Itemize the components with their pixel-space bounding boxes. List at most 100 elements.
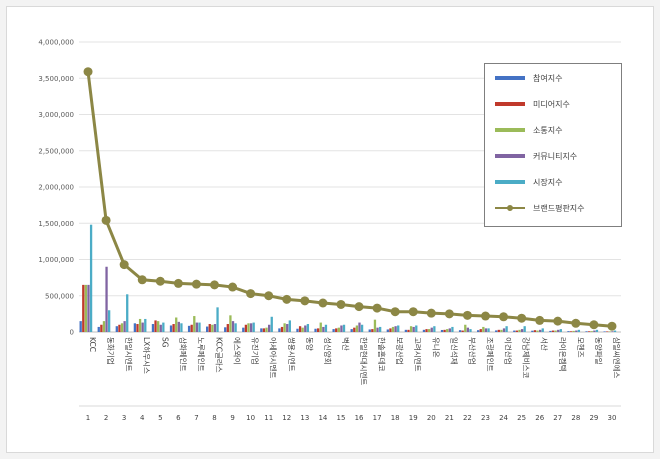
- bar: [229, 315, 232, 332]
- y-tick-label: 1,500,000: [38, 220, 74, 228]
- bar: [520, 329, 524, 332]
- bar: [340, 325, 343, 332]
- bar: [123, 321, 126, 332]
- bar: [448, 328, 451, 332]
- bar: [590, 331, 593, 332]
- category-label: 보광산업: [395, 337, 405, 365]
- bar: [613, 330, 617, 332]
- bar: [342, 324, 346, 332]
- y-tick-label: 2,500,000: [38, 147, 74, 155]
- rank-label: 14: [318, 414, 327, 422]
- bar: [608, 331, 611, 332]
- rank-label: 11: [264, 414, 273, 422]
- bar: [513, 330, 516, 332]
- category-label: 한솔홈데코: [377, 337, 387, 372]
- legend-swatch: [495, 128, 525, 132]
- bar: [120, 323, 124, 332]
- bar: [335, 328, 338, 332]
- bar: [430, 327, 433, 332]
- bar: [136, 324, 139, 332]
- bar: [89, 224, 93, 332]
- category-label: 삼화페인트: [178, 337, 188, 372]
- bar: [298, 326, 302, 332]
- category-label: 에스와이: [233, 337, 243, 365]
- bar: [226, 324, 229, 332]
- bar: [373, 319, 377, 332]
- rank-label: 17: [373, 414, 382, 422]
- line-point: [137, 275, 147, 285]
- bar: [162, 322, 165, 332]
- bar: [379, 326, 382, 332]
- rank-label: 18: [391, 414, 400, 422]
- category-label: 벽산: [341, 337, 351, 351]
- bar: [533, 330, 537, 332]
- bar: [317, 328, 320, 332]
- bar: [84, 284, 88, 332]
- bar: [350, 329, 353, 332]
- rank-label: 29: [589, 414, 598, 422]
- rank-label: 25: [517, 414, 526, 422]
- category-label: 모헨즈: [576, 337, 586, 358]
- category-label: 라이온켐텍: [558, 337, 568, 372]
- category-label: 조광페인트: [486, 337, 496, 372]
- bar: [371, 329, 374, 332]
- bar: [433, 326, 436, 332]
- y-tick-label: 1,000,000: [38, 256, 74, 264]
- line-point: [246, 289, 256, 299]
- legend-item-community: 커뮤니티지수: [495, 150, 577, 162]
- bar: [244, 324, 248, 332]
- category-label: KCC: [88, 337, 97, 352]
- line-point: [282, 294, 292, 304]
- bar: [557, 329, 560, 332]
- category-label: 이건산업: [504, 337, 514, 365]
- rank-label: 1: [86, 414, 90, 422]
- bar: [539, 329, 542, 332]
- bar: [428, 329, 431, 332]
- rank-label: 30: [608, 414, 617, 422]
- legend-swatch: [495, 180, 525, 184]
- bar: [172, 324, 175, 332]
- line-point: [517, 313, 527, 323]
- bar: [477, 330, 480, 332]
- legend-item-market: 시장지수: [495, 176, 562, 188]
- bar: [314, 328, 317, 332]
- bar: [391, 326, 395, 332]
- bar: [208, 324, 211, 332]
- rank-label: 12: [282, 414, 291, 422]
- category-label: 삼일씨엔에스: [612, 337, 622, 378]
- rank-label: 26: [535, 414, 544, 422]
- bar: [360, 324, 364, 332]
- rank-label: 5: [158, 414, 162, 422]
- line-point: [210, 280, 219, 290]
- category-label: 동화기업: [106, 337, 115, 365]
- bar: [577, 329, 581, 332]
- rank-label: 27: [553, 414, 562, 422]
- rank-label: 22: [463, 414, 472, 422]
- legend-item-media: 미디어지수: [495, 98, 570, 110]
- bar: [133, 323, 137, 332]
- line-point: [191, 279, 201, 289]
- legend-item-brand-reputation: 브랜드평판지수: [495, 202, 585, 214]
- bar: [198, 322, 201, 332]
- bar: [603, 331, 606, 332]
- rank-label: 16: [355, 414, 364, 422]
- bar: [451, 326, 454, 332]
- rank-label: 28: [571, 414, 580, 422]
- line-point: [408, 307, 418, 317]
- bar: [551, 330, 555, 332]
- bar: [213, 324, 217, 332]
- bar: [97, 326, 100, 332]
- legend-swatch: [495, 102, 525, 106]
- bar: [322, 326, 325, 332]
- legend-label: 소통지수: [533, 125, 563, 135]
- bar: [531, 330, 534, 332]
- y-axis-ticks: 0 500,000 1,000,000 1,500,000 2,000,000 2,500…: [38, 39, 74, 337]
- bar: [231, 321, 235, 332]
- y-tick-label: 500,000: [45, 292, 74, 300]
- line-point: [444, 309, 454, 319]
- bar: [461, 330, 464, 332]
- category-label: 노루페인트: [196, 337, 206, 372]
- legend-label: 시장지수: [533, 177, 563, 187]
- bar: [443, 329, 446, 332]
- bar: [523, 326, 526, 332]
